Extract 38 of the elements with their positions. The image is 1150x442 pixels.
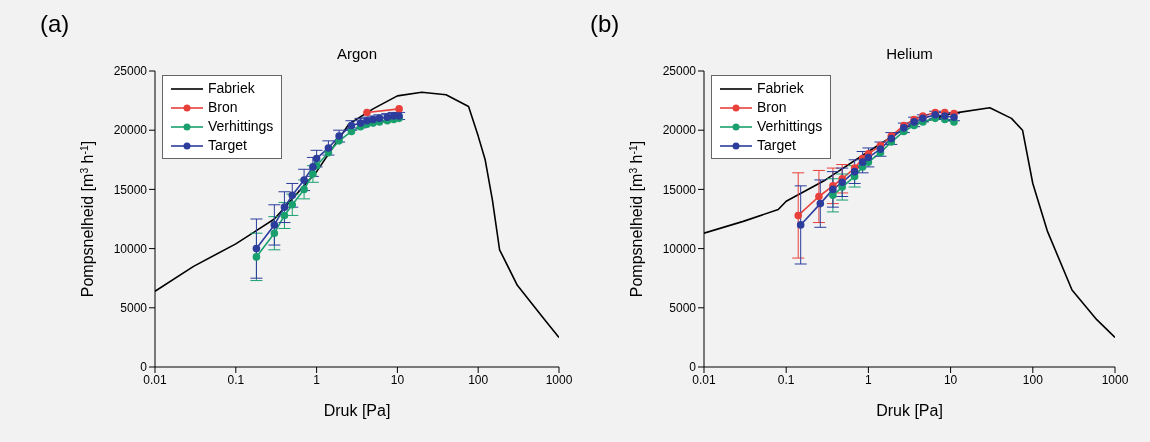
x-tick-label: 0.01 [692,372,716,387]
chart-title: Helium [886,45,933,62]
y-tick-label: 15000 [113,182,148,197]
x-tick-label: 1 [865,372,873,387]
text: (b) [590,10,620,38]
x-tick-label: 1000 [545,372,573,387]
x-axis-title: Druk [Pa] [876,402,943,419]
x-tick-label: 0.1 [227,372,245,387]
legend-label: Fabriek [208,79,255,98]
x-tick-label: 1000 [1101,372,1129,387]
y-tick-label: 10000 [662,241,697,256]
legend-label: Bron [757,98,787,117]
y-tick-label: 0 [140,360,148,375]
legend-label: Bron [208,98,238,117]
text: (a) [40,10,70,38]
x-tick-label: 10 [390,372,405,387]
legend-label: Fabriek [757,79,804,98]
chart-title: Argon [336,45,378,62]
y-tick-label: 20000 [662,123,697,138]
y-tick-label: 5000 [120,301,148,316]
y-tick-label: 10000 [113,241,148,256]
legend-label: Verhittings [757,117,823,136]
x-tick-label: 1 [313,372,321,387]
y-tick-label: 25000 [662,64,697,79]
x-tick-label: 100 [468,372,489,387]
x-axis-title: Druk [Pa] [323,402,391,419]
legend-label: Verhittings [208,117,274,136]
y-tick-label: 20000 [113,123,148,138]
y-tick-label: 0 [689,360,697,375]
legend-label: Target [757,136,796,155]
y-tick-label: 5000 [669,301,697,316]
legend-label: Target [208,136,247,155]
y-tick-label: 15000 [662,182,697,197]
y-tick-label: 25000 [113,64,148,79]
x-tick-label: 100 [1022,372,1044,387]
x-tick-label: 10 [943,372,958,387]
x-tick-label: 0.1 [777,372,795,387]
x-tick-label: 0.01 [143,372,167,387]
